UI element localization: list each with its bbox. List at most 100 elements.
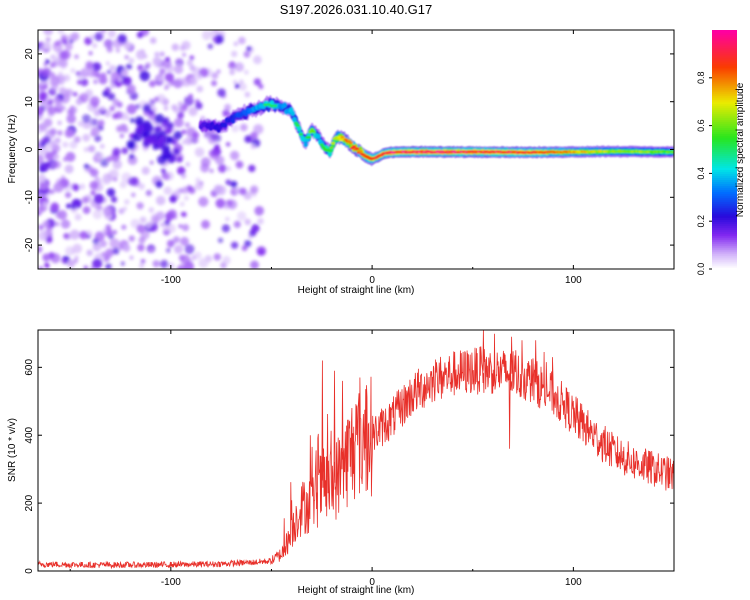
noise-blob [54, 221, 60, 227]
noise-blob [165, 248, 171, 253]
noise-blob [154, 51, 160, 57]
noise-blob [86, 62, 93, 70]
noise-blob [62, 141, 69, 148]
noise-blob [250, 185, 259, 194]
noise-blob [63, 233, 70, 239]
y-tick-label: 20 [24, 48, 35, 60]
colorbar-label: Normalized spectral amplitude [735, 82, 746, 217]
colorbar-strip [712, 165, 737, 169]
noise-blob [162, 58, 172, 69]
noise-blob [110, 82, 116, 89]
noise-blob [244, 91, 251, 98]
colorbar-strip [712, 227, 737, 230]
noise-blob [213, 253, 221, 261]
noise-blob [53, 160, 62, 169]
ridge-mark [266, 103, 271, 106]
noise-blob [109, 238, 120, 249]
noise-blob [142, 104, 151, 113]
noise-blob [82, 133, 91, 142]
noise-blob [105, 208, 111, 214]
noise-blob [50, 72, 55, 77]
noise-blob [67, 108, 74, 116]
colorbar-strip [712, 69, 737, 73]
colorbar-strip [712, 141, 737, 145]
colorbar-strip [712, 30, 737, 33]
noise-blob [38, 245, 43, 253]
ridge-mark [298, 132, 304, 136]
colorbar-strip [712, 127, 737, 131]
noise-blob [199, 67, 209, 78]
noise-blob [82, 206, 91, 215]
noise-blob [58, 87, 67, 95]
colorbar-strip [712, 111, 737, 115]
noise-blob [67, 259, 75, 268]
noise-blob [38, 224, 44, 231]
noise-blob [213, 30, 219, 33]
noise-blob [192, 131, 200, 139]
noise-blob [42, 253, 51, 262]
noise-blob [194, 251, 202, 260]
noise-blob [125, 116, 131, 121]
noise-blob [139, 262, 145, 269]
noise-blob [155, 180, 163, 188]
noise-blob [64, 129, 74, 138]
noise-blob [228, 61, 237, 70]
colorbar-strip [712, 125, 737, 129]
noise-blob [147, 134, 158, 145]
colorbar-strip [712, 159, 737, 163]
colorbar-tick-label: 0.6 [696, 119, 706, 132]
noise-blob [225, 216, 230, 222]
ridge-mark [327, 149, 332, 153]
noise-blob [65, 191, 72, 199]
noise-blob [253, 55, 262, 65]
noise-blob [50, 202, 60, 212]
noise-blob [177, 112, 185, 119]
noise-blob [121, 69, 129, 77]
x-tick-label: -100 [161, 275, 181, 286]
noise-blob [216, 69, 221, 74]
colorbar-strip [712, 193, 737, 196]
noise-blob [44, 262, 50, 268]
noise-blob [118, 208, 125, 215]
noise-blob [88, 51, 93, 56]
colorbar-strip [712, 43, 737, 47]
noise-blob [244, 70, 249, 75]
noise-blob [43, 41, 51, 50]
noise-blob [84, 167, 89, 172]
noise-blob [139, 216, 147, 224]
ridge-mark [306, 135, 312, 139]
noise-blob [215, 198, 226, 209]
noise-blob [167, 122, 174, 129]
noise-blob [207, 43, 214, 50]
noise-blob [163, 105, 169, 111]
y-tick-label: 0 [24, 568, 35, 574]
noise-blob [180, 173, 187, 179]
colorbar-strip [712, 189, 737, 192]
noise-blob [92, 258, 103, 269]
noise-blob [238, 36, 246, 45]
noise-blob [244, 218, 251, 226]
noise-blob [221, 224, 230, 233]
noise-blob [38, 142, 42, 150]
noise-blob [173, 148, 180, 155]
noise-blob [97, 119, 105, 127]
noise-blob [138, 236, 146, 244]
noise-blob [38, 115, 41, 121]
noise-blob [121, 224, 127, 230]
noise-blob [173, 79, 183, 89]
noise-blob [99, 105, 106, 112]
noise-blob [159, 51, 165, 57]
ridge-mark [301, 136, 307, 143]
noise-blob [92, 62, 102, 72]
colorbar-strip [712, 263, 737, 266]
colorbar-strip [712, 167, 737, 171]
colorbar-strip [712, 237, 737, 240]
noise-blob [173, 188, 181, 196]
noise-blob [167, 209, 177, 219]
ridge-mark [316, 133, 321, 140]
noise-blob [160, 259, 169, 269]
noise-blob [181, 139, 187, 145]
noise-blob [112, 159, 123, 170]
noise-blob [63, 74, 71, 82]
noise-blob [182, 52, 187, 57]
